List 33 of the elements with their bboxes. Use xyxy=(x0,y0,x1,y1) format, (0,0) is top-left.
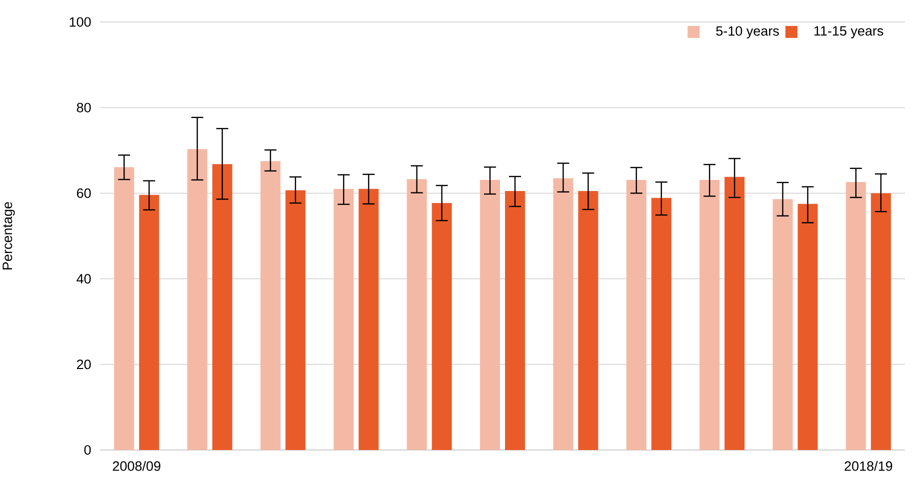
bar xyxy=(700,180,720,450)
bar xyxy=(114,167,134,450)
bar xyxy=(139,194,160,450)
bar xyxy=(334,188,354,450)
y-axis-title: Percentage xyxy=(2,202,15,270)
bar xyxy=(724,176,745,450)
bar xyxy=(260,161,280,450)
bar xyxy=(432,203,452,450)
y-tick-label: 20 xyxy=(76,360,91,370)
y-tick-label: 40 xyxy=(76,274,91,284)
y-tick-label: 100 xyxy=(70,17,91,27)
legend-label: 5-10 years xyxy=(716,26,779,38)
y-tick-label: 0 xyxy=(84,445,91,455)
x-tick-label: 2008/09 xyxy=(112,460,160,471)
bar xyxy=(798,204,818,450)
y-tick-label: 80 xyxy=(76,102,91,112)
bar xyxy=(358,188,379,450)
bar xyxy=(846,182,866,450)
bar xyxy=(285,190,306,450)
bar xyxy=(651,198,672,450)
legend-label: 11-15 years xyxy=(814,26,884,38)
bar xyxy=(870,193,891,450)
bar xyxy=(772,199,793,450)
bar xyxy=(406,179,427,450)
bar xyxy=(480,180,500,450)
bar xyxy=(553,178,574,450)
bar xyxy=(212,164,232,450)
bar xyxy=(578,191,598,450)
x-tick-label: 2018/19 xyxy=(844,460,892,471)
bar xyxy=(187,149,208,450)
bar xyxy=(626,180,646,450)
y-tick-label: 60 xyxy=(76,188,91,198)
bar xyxy=(505,191,525,450)
